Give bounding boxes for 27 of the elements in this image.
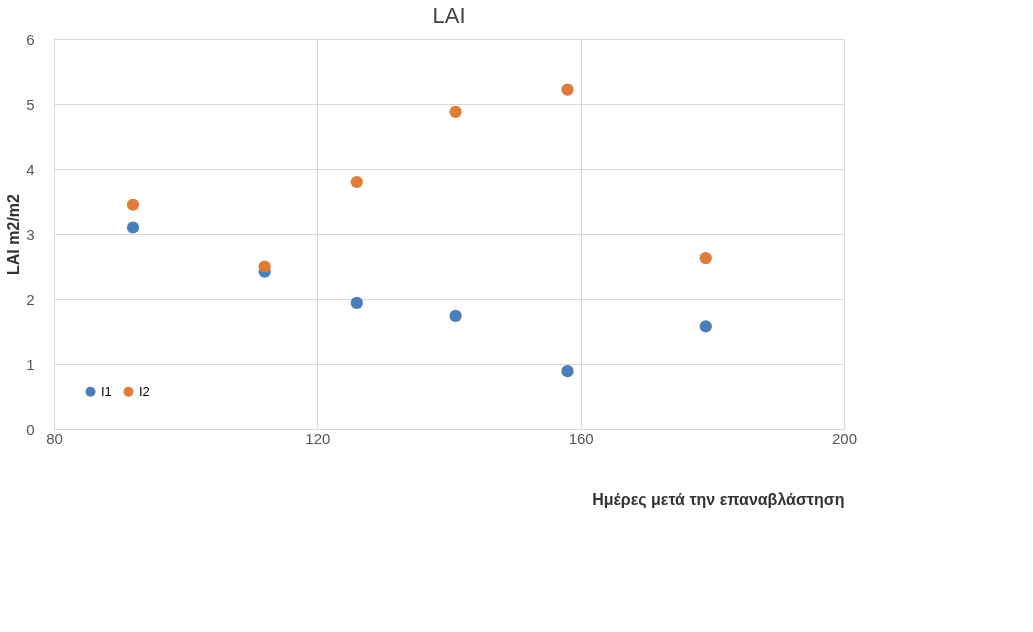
point [449,309,462,323]
point [561,83,574,96]
y-axis-title: LAI m2/m2 [5,193,23,275]
point [699,251,712,265]
point [258,260,271,273]
point [699,320,712,333]
x-tick-label: 80 [46,429,63,447]
point [449,105,462,118]
x-tick-label: 120 [305,429,331,447]
y-tick-label: 5 [26,95,35,113]
legend-label: I1 [101,383,112,399]
x-tick-label: 200 [831,429,858,447]
legend-label: I2 [139,383,150,399]
y-tick-label: 6 [26,30,35,48]
point [350,175,363,189]
x-axis-title: Ημέρες μετά την επαναβλάστηση [592,490,845,509]
y-tick-label: 0 [26,420,35,438]
point [126,221,140,234]
point [126,198,140,211]
x-tick-label: 160 [568,429,594,447]
point [561,365,574,378]
chart-title: LAI [432,3,466,28]
y-tick-label: 1 [26,355,35,373]
y-tick-label: 4 [26,160,35,178]
y-tick-label: 3 [26,225,35,243]
y-tick-label: 2 [26,290,35,308]
point [350,296,363,310]
